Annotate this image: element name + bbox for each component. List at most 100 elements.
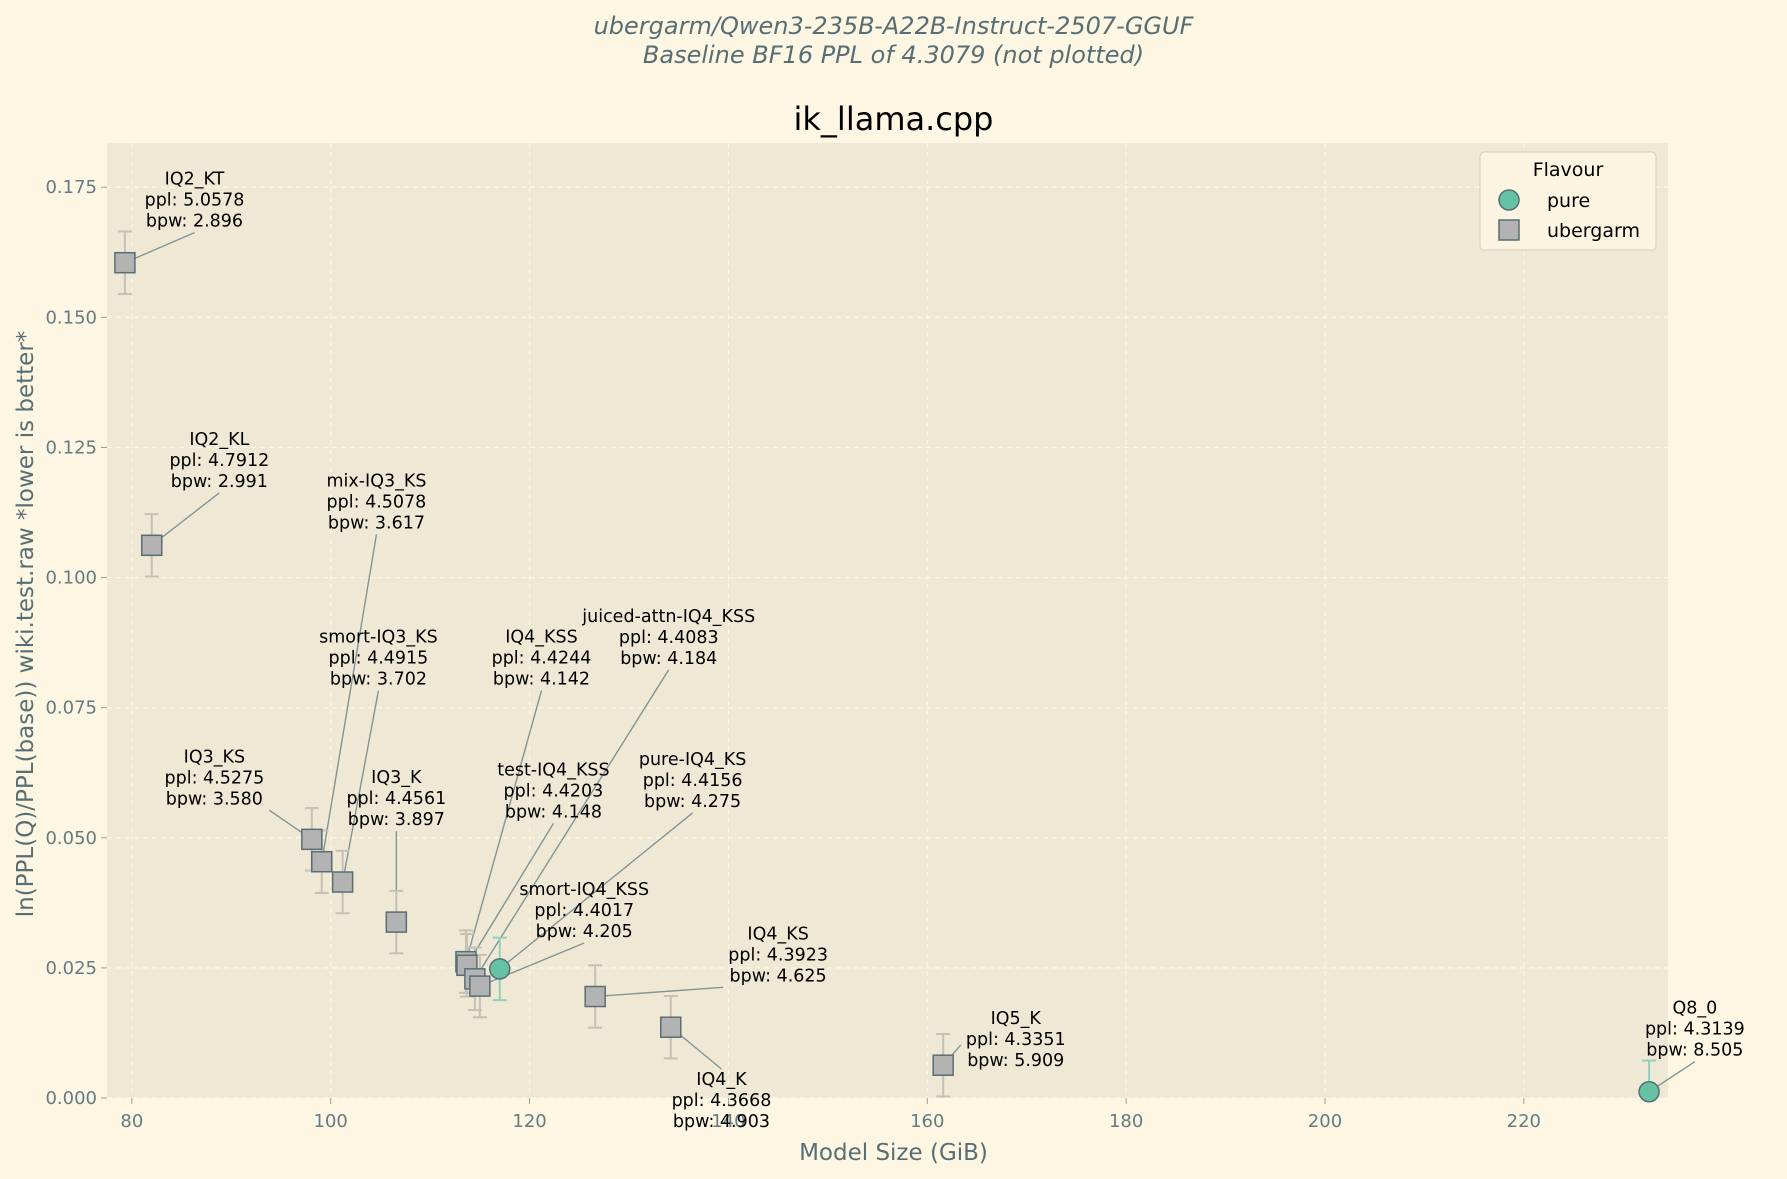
annotation-IQ3_K-line-1: ppl: 4.4561 xyxy=(346,789,446,809)
marker-IQ4_K xyxy=(659,1016,682,1038)
marker-IQ2_KL xyxy=(140,534,163,557)
leader-line-pure-IQ4_KS xyxy=(499,812,694,970)
annotation-IQ2_KT-line-2: bpw: 2.896 xyxy=(146,212,243,232)
legend-marker-ubergarm xyxy=(1498,219,1520,241)
chart-title: ik_llama.cpp xyxy=(794,100,994,138)
leader-line-IQ2_KL xyxy=(151,492,220,546)
annotation-IQ2_KL-line-2: bpw: 2.991 xyxy=(171,472,268,492)
annotation-Q8_0-line-1: ppl: 4.3139 xyxy=(1645,1020,1745,1040)
annotation-IQ4_K-line-1: ppl: 4.3668 xyxy=(672,1091,772,1111)
annotation-smort-IQ3_KS-line-2: bpw: 3.702 xyxy=(330,670,427,690)
annotation-IQ5_K-line-2: bpw: 5.909 xyxy=(967,1051,1064,1071)
annotation-pure-IQ4_KS-line-2: bpw: 4.275 xyxy=(644,792,741,812)
annotation-IQ2_KT-line-0: IQ2_KT xyxy=(165,170,225,190)
x-axis-label: Model Size (GiB) xyxy=(799,1140,988,1166)
x-tick-label: 120 xyxy=(512,1111,546,1132)
legend-box xyxy=(1479,151,1657,251)
annotation-leader-lines xyxy=(124,231,1696,1093)
y-tick-label: 0.150 xyxy=(45,307,97,328)
annotation-IQ4_K-line-2: bpw: 4.903 xyxy=(673,1112,770,1132)
annotation-mix-IQ3_KS-line-1: ppl: 4.5078 xyxy=(327,492,427,512)
annotation-juiced-attn-IQ4_KSS-line-0: juiced-attn-IQ4_KSS xyxy=(581,607,755,627)
annotation-IQ2_KT-line-1: ppl: 5.0578 xyxy=(145,191,245,211)
y-axis-label: ln(PPL(Q)/PPL(base)) wiki.test.raw *lowe… xyxy=(13,331,39,918)
x-tick-label: 160 xyxy=(910,1111,944,1132)
suptitle-line-2: Baseline BF16 PPL of 4.3079 (not plotted… xyxy=(643,41,1144,69)
annotation-IQ4_KSS-line-0: IQ4_KSS xyxy=(505,628,578,648)
annotation-Q8_0-line-0: Q8_0 xyxy=(1672,999,1717,1019)
marker-mix-IQ3_KS xyxy=(311,850,333,873)
annotation-IQ3_KS-line-1: ppl: 4.5275 xyxy=(164,768,264,788)
marker-IQ3_KS xyxy=(301,828,323,851)
annotation-test-IQ4_KSS-line-0: test-IQ4_KSS xyxy=(497,760,609,780)
x-tick-label: 180 xyxy=(1109,1111,1143,1132)
y-tick-label: 0.175 xyxy=(45,177,97,198)
annotation-IQ3_K-line-2: bpw: 3.897 xyxy=(348,810,445,830)
y-tick-label: 0.075 xyxy=(45,698,97,719)
leader-line-mix-IQ3_KS xyxy=(321,534,378,862)
leader-line-juiced-attn-IQ4_KSS xyxy=(474,669,670,980)
y-tick-label: 0.050 xyxy=(45,828,97,849)
data-markers xyxy=(114,251,1660,1103)
y-tick-label: 0.100 xyxy=(45,568,97,589)
annotation-test-IQ4_KSS-line-1: ppl: 4.4203 xyxy=(504,781,604,801)
legend-label-ubergarm: ubergarm xyxy=(1547,220,1640,242)
plot-area xyxy=(107,143,1668,1098)
annotation-smort-IQ4_KSS-line-2: bpw: 4.205 xyxy=(536,922,633,942)
x-tick-label: 80 xyxy=(120,1111,143,1132)
y-tick-label: 0.000 xyxy=(45,1088,97,1109)
y-axis-ticks: 0.000 0.025 0.050 0.075 0.100 0.125 0.150 0.175 xyxy=(45,177,107,1109)
annotation-IQ4_KS-line-0: IQ4_KS xyxy=(747,924,808,944)
annotation-smort-IQ3_KS-line-0: smort-IQ3_KS xyxy=(319,628,438,648)
marker-IQ4_KS xyxy=(584,985,606,1008)
legend-title: Flavour xyxy=(1533,159,1604,181)
leader-line-IQ4_KSS xyxy=(465,690,543,962)
annotation-IQ5_K-line-1: ppl: 4.3351 xyxy=(966,1030,1066,1050)
leader-line-IQ4_KS xyxy=(595,986,724,998)
annotation-pure-IQ4_KS-line-1: ppl: 4.4156 xyxy=(643,771,743,791)
x-axis-ticks: 80 100 120 140 160 180 200 220 xyxy=(120,1098,1541,1132)
annotation-IQ4_KS-line-2: bpw: 4.625 xyxy=(730,966,827,986)
annotation-smort-IQ3_KS-line-1: ppl: 4.4915 xyxy=(329,649,429,669)
annotation-IQ3_KS-line-2: bpw: 3.580 xyxy=(166,789,263,809)
x-tick-label: 220 xyxy=(1507,1111,1541,1132)
marker-Q8_0 xyxy=(1638,1081,1660,1103)
annotation-IQ2_KL-line-1: ppl: 4.7912 xyxy=(169,451,269,471)
annotation-Q8_0-line-2: bpw: 8.505 xyxy=(1646,1041,1743,1061)
annotation-test-IQ4_KSS-line-2: bpw: 4.148 xyxy=(505,802,602,822)
leader-line-test-IQ4_KSS xyxy=(466,822,555,966)
suptitle-line-1: ubergarm/Qwen3-235B-A22B-Instruct-2507-G… xyxy=(594,12,1195,40)
annotation-IQ3_K-line-0: IQ3_K xyxy=(371,768,422,788)
y-tick-label: 0.025 xyxy=(45,958,97,979)
leader-line-IQ2_KT xyxy=(124,231,195,264)
x-tick-label: 100 xyxy=(314,1111,348,1132)
annotation-smort-IQ4_KSS-line-0: smort-IQ4_KSS xyxy=(519,880,649,900)
legend-marker-pure xyxy=(1498,189,1520,211)
annotation-IQ2_KL-line-0: IQ2_KL xyxy=(189,430,249,450)
marker-smort-IQ3_KS xyxy=(331,871,354,893)
annotation-IQ5_K-line-0: IQ5_K xyxy=(991,1009,1042,1029)
x-tick-label: 140 xyxy=(711,1111,745,1132)
annotation-IQ4_K-line-0: IQ4_K xyxy=(696,1070,747,1090)
annotation-IQ3_KS-line-0: IQ3_KS xyxy=(184,747,245,767)
marker-IQ5_K xyxy=(932,1054,954,1076)
marker-pure-IQ4_KS xyxy=(488,958,511,980)
annotation-juiced-attn-IQ4_KSS-line-2: bpw: 4.184 xyxy=(620,649,717,669)
grid xyxy=(107,143,1668,1099)
annotation-smort-IQ4_KSS-line-1: ppl: 4.4017 xyxy=(534,901,634,921)
marker-IQ3_K xyxy=(385,911,408,933)
annotation-IQ4_KSS-line-2: bpw: 4.142 xyxy=(493,670,590,690)
annotation-pure-IQ4_KS-line-0: pure-IQ4_KS xyxy=(639,750,747,770)
annotation-juiced-attn-IQ4_KSS-line-1: ppl: 4.4083 xyxy=(619,628,719,648)
marker-smort-IQ4_KSS xyxy=(469,975,491,997)
annotation-IQ4_KSS-line-1: ppl: 4.4244 xyxy=(492,649,592,669)
legend: Flavour pure ubergarm xyxy=(1479,151,1657,251)
y-tick-label: 0.125 xyxy=(45,437,97,458)
annotation-mix-IQ3_KS-line-2: bpw: 3.617 xyxy=(328,513,425,533)
annotation-IQ4_KS-line-1: ppl: 4.3923 xyxy=(728,945,828,965)
marker-IQ2_KT xyxy=(114,251,136,274)
annotation-mix-IQ3_KS-line-0: mix-IQ3_KS xyxy=(326,471,426,491)
x-tick-label: 200 xyxy=(1308,1111,1342,1132)
